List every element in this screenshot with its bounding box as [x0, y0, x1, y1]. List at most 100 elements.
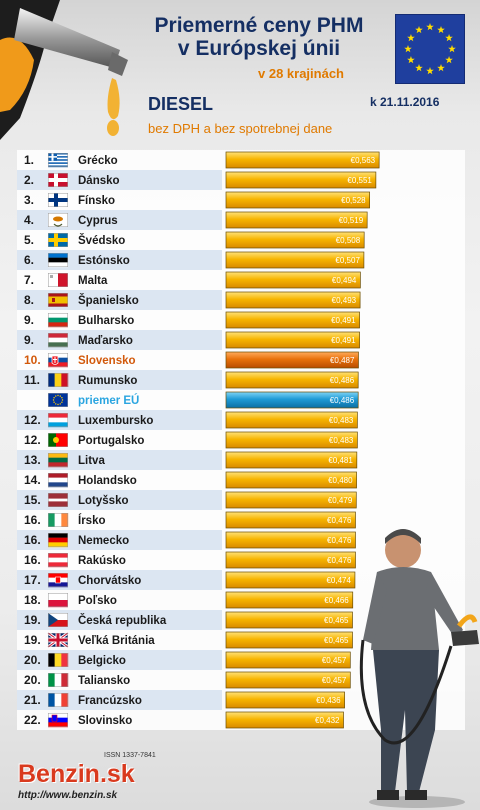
- row-stripe: [17, 690, 222, 710]
- flag-belgium-icon: [48, 653, 69, 667]
- rank-label: 9.: [24, 333, 34, 347]
- flag-france-icon: [48, 693, 69, 707]
- row-stripe: [17, 170, 222, 190]
- flag-sweden-icon: [48, 233, 68, 247]
- value-label: €0,491: [331, 336, 356, 345]
- value-label: €0,507: [335, 256, 360, 265]
- flag-slovenia-icon: [48, 713, 68, 728]
- country-label: Dánsko: [78, 175, 120, 187]
- country-label: Litva: [78, 455, 105, 467]
- flag-spain-icon: [48, 293, 68, 307]
- country-label: Estónsko: [78, 255, 130, 267]
- country-label: Švédsko: [78, 234, 125, 247]
- chart-row: 4. Cyprus €0,519: [17, 210, 368, 230]
- chart-row: 9. Maďarsko €0,491: [17, 330, 360, 350]
- chart-row: 18. Poľsko €0,466: [24, 591, 354, 609]
- row-stripe: [17, 530, 222, 550]
- eu-star-icon: [437, 64, 445, 72]
- rank-label: 10.: [24, 353, 41, 367]
- rank-label: 16.: [24, 553, 41, 567]
- flag-slovakia-icon: [48, 353, 68, 368]
- flag-denmark-icon: [48, 173, 68, 187]
- eu-star-icon: [415, 64, 423, 72]
- value-label: €0,494: [332, 276, 357, 285]
- price-note: bez DPH a bez spotrebnej dane: [148, 121, 333, 136]
- price-bar: [225, 631, 353, 649]
- title-line-1: Priemerné ceny PHM: [154, 14, 364, 37]
- price-bar: [225, 351, 359, 369]
- page-title: Priemerné ceny PHM v Európskej únii: [128, 14, 390, 60]
- chart-row: 16. Írsko €0,476: [24, 511, 356, 529]
- chart-row: 11. Rumunsko €0,486: [17, 370, 359, 390]
- price-bar: [225, 651, 351, 669]
- fuel-nozzle-illustration: [0, 0, 128, 140]
- eu-star-icon: [445, 56, 453, 64]
- country-label: Belgicko: [78, 655, 126, 667]
- price-bar: [225, 711, 344, 729]
- flag-estonia-icon: [48, 253, 68, 268]
- country-label: Chorvátsko: [78, 575, 141, 587]
- rank-label: 13.: [24, 453, 41, 467]
- flag-bulgaria-icon: [48, 313, 68, 328]
- price-bar: [225, 251, 365, 269]
- rank-label: 4.: [24, 213, 34, 227]
- issn-label: ISSN 1337-7841: [104, 752, 156, 759]
- price-bar: [225, 691, 345, 709]
- country-label: Česká republika: [78, 614, 167, 627]
- eu-star-icon: [407, 56, 415, 64]
- rank-label: 3.: [24, 193, 34, 207]
- chart-row: 7. Malta €0,494: [24, 271, 361, 289]
- value-label: €0,457: [322, 656, 347, 665]
- country-label: Fínsko: [78, 195, 115, 207]
- rank-label: 19.: [24, 633, 41, 647]
- country-label: Rumunsko: [78, 375, 137, 387]
- chart-row: 9. Bulharsko €0,491: [24, 311, 360, 329]
- price-bar: [225, 491, 357, 509]
- value-label: €0,486: [330, 376, 355, 385]
- site-url-link[interactable]: http://www.benzin.sk: [18, 790, 118, 801]
- value-label: €0,493: [332, 296, 357, 305]
- chart-row: 19. Česká republika €0,465: [17, 610, 353, 630]
- flag-finland-icon: [48, 193, 68, 207]
- chart-row: 6. Estónsko €0,507: [17, 250, 365, 270]
- flag-germany-icon: [48, 533, 68, 548]
- value-label: €0,465: [324, 616, 349, 625]
- eu-star-icon: [426, 67, 434, 75]
- country-label: Slovinsko: [78, 715, 132, 727]
- chart-row: 16. Rakúsko €0,476: [24, 551, 356, 569]
- rank-label: 2.: [24, 173, 34, 187]
- value-label: €0,465: [324, 636, 349, 645]
- country-label: Cyprus: [78, 215, 118, 227]
- flag-czech-icon: [48, 613, 68, 627]
- rank-label: 1.: [24, 153, 34, 167]
- value-label: €0,476: [327, 556, 352, 565]
- country-label: Španielsko: [78, 294, 139, 307]
- row-stripe: [17, 250, 222, 270]
- country-label: Nemecko: [78, 535, 129, 547]
- chart-row: 19. Veľká Británia €0,465: [24, 631, 353, 649]
- flag-malta-icon: [48, 273, 68, 287]
- row-stripe: [17, 330, 222, 350]
- site-logo[interactable]: Benzin.sk: [18, 760, 135, 788]
- chart-row: 15. Lotyšsko €0,479: [17, 490, 357, 510]
- rank-label: 9.: [24, 313, 34, 327]
- chart-row: 17. Chorvátsko €0,474: [17, 570, 356, 590]
- price-bar: [225, 551, 356, 569]
- value-label: €0,474: [326, 576, 351, 585]
- rank-label: 11.: [24, 373, 40, 387]
- flag-greece-icon: [48, 153, 68, 168]
- value-label: €0,487: [330, 356, 355, 365]
- rank-label: 12.: [24, 433, 41, 447]
- value-label: €0,508: [336, 236, 361, 245]
- value-label: €0,551: [347, 176, 372, 185]
- chart-row: 2. Dánsko €0,551: [17, 170, 377, 190]
- country-label: priemer EÚ: [78, 394, 139, 407]
- price-bar: [225, 471, 357, 489]
- rank-label: 20.: [24, 653, 41, 667]
- chart-row: 8. Španielsko €0,493: [17, 290, 361, 310]
- row-stripe: [17, 370, 222, 390]
- value-label: €0,483: [329, 416, 354, 425]
- country-label: Francúzsko: [78, 695, 142, 707]
- value-label: €0,457: [322, 676, 347, 685]
